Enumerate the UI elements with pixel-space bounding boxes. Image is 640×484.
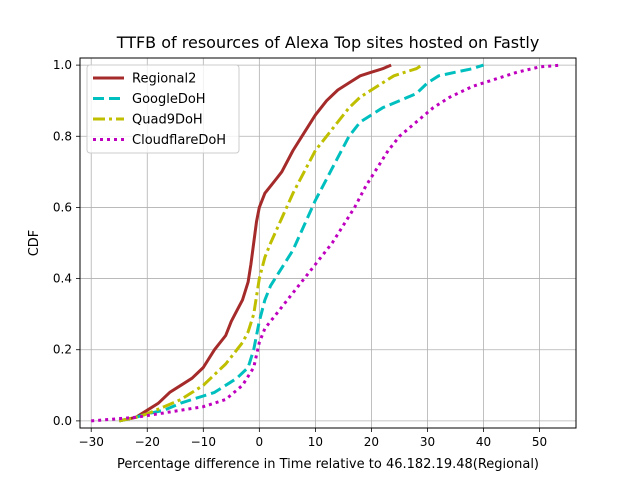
x-tick-label: −10 (191, 435, 216, 449)
x-tick-label: 0 (256, 435, 264, 449)
y-tick-label: 1.0 (53, 58, 72, 72)
x-tick-label: −20 (135, 435, 160, 449)
series-line-googledoh (118, 63, 484, 423)
legend-label: CloudflareDoH (132, 133, 226, 148)
series-line-quad9doh (118, 63, 423, 423)
x-tick-label: 30 (420, 435, 435, 449)
y-tick-label: 0.2 (53, 343, 72, 357)
series-line-cloudflaredoh (91, 63, 563, 423)
legend-box (86, 64, 240, 154)
x-tick-label: −30 (79, 435, 104, 449)
x-tick-label: 20 (364, 435, 379, 449)
y-tick-label: 0.0 (53, 414, 72, 428)
legend-label: GoogleDoH (132, 92, 206, 107)
axes-frame (79, 57, 577, 429)
y-axis-label: CDF (27, 230, 42, 257)
x-tick-label: 10 (308, 435, 323, 449)
legend-label: Quad9DoH (132, 113, 203, 128)
x-tick-label: 40 (476, 435, 491, 449)
y-tick-label: 0.8 (53, 129, 72, 143)
series-lines (91, 63, 563, 423)
legend: Regional2 GoogleDoH Quad9DoH CloudflareDoH (86, 64, 240, 154)
x-tick-label: 50 (532, 435, 547, 449)
legend-label: Regional2 (132, 72, 196, 87)
x-axis-ticks: −30 −20 −10 0 10 20 30 40 50 (79, 428, 547, 449)
series-line-regional2 (118, 63, 392, 423)
y-tick-label: 0.4 (53, 272, 72, 286)
y-axis-ticks: 0.0 0.2 0.4 0.6 0.8 1.0 (53, 58, 80, 428)
y-tick-label: 0.6 (53, 200, 72, 214)
chart-title: TTFB of resources of Alexa Top sites hos… (116, 33, 540, 52)
x-axis-label: Percentage difference in Time relative t… (117, 457, 539, 472)
